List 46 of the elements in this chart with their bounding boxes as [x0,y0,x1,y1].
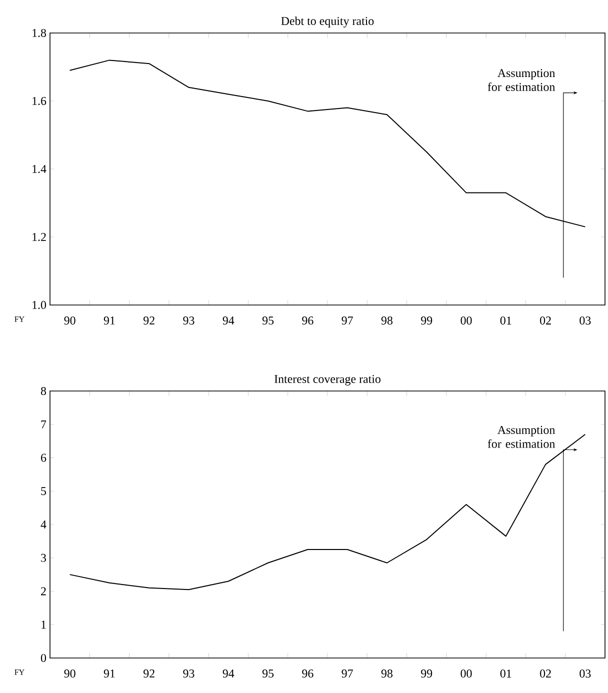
y-tick-label: 1.2 [32,232,46,242]
y-tick-label: 3 [41,554,46,562]
x-tick-label: 93 [183,316,194,325]
x-tick-label: 00 [460,670,472,678]
y-tick-label: 8 [40,386,46,396]
x-tick-label: 96 [302,316,314,325]
x-tick-label: 98 [381,670,392,678]
x-tick-label: 01 [500,670,512,678]
y-tick-label: 1.6 [32,96,46,106]
y-tick-label: 1 [42,620,46,629]
annotation: Assumption for estimation [488,426,556,448]
y-tick-label: 1.4 [32,164,46,174]
x-tick-label: 97 [342,670,353,678]
x-tick-label: 99 [421,670,432,678]
annotation: Assumption for estimation [488,69,556,92]
x-tick-label: 01 [500,316,512,325]
chart-title: Interest coverage ratio [274,375,380,386]
x-tick-label: 92 [144,316,154,325]
x-tick-label: 00 [460,316,472,325]
y-tick-label: 6 [41,454,46,462]
y-tick-label: 1.8 [32,28,46,38]
x-tick-label: 94 [222,316,234,325]
x-tick-label: 91 [104,670,115,678]
x-tick-label: 93 [183,670,194,678]
x-tick-label: 99 [421,316,432,325]
y-tick-label: 4 [40,520,46,528]
x-tick-label: 95 [262,670,274,678]
x-tick-label: 03 [580,316,591,325]
x-tick-label: 90 [64,670,76,678]
x-tick-label: 95 [262,316,274,325]
x-tick-label: 90 [64,316,76,325]
y-tick-label: 5 [41,487,46,496]
x-tick-label: 94 [222,670,234,678]
chart-title: Debt to equity ratio [281,16,374,28]
x-tick-label: 03 [580,670,591,678]
x-tick-label: 02 [540,670,551,678]
x-tick-label: 91 [104,316,115,325]
y-tick-label: 1.0 [32,300,46,310]
x-tick-label: 97 [342,316,353,325]
x-tick-label: 02 [540,316,551,325]
y-tick-label: 7 [41,420,46,428]
x-tick-label: 96 [302,670,314,678]
y-tick-label: 0 [40,654,46,662]
y-tick-label: 2 [41,587,46,596]
x-tick-label: 92 [144,670,154,678]
x-tick-label: 98 [381,316,392,325]
